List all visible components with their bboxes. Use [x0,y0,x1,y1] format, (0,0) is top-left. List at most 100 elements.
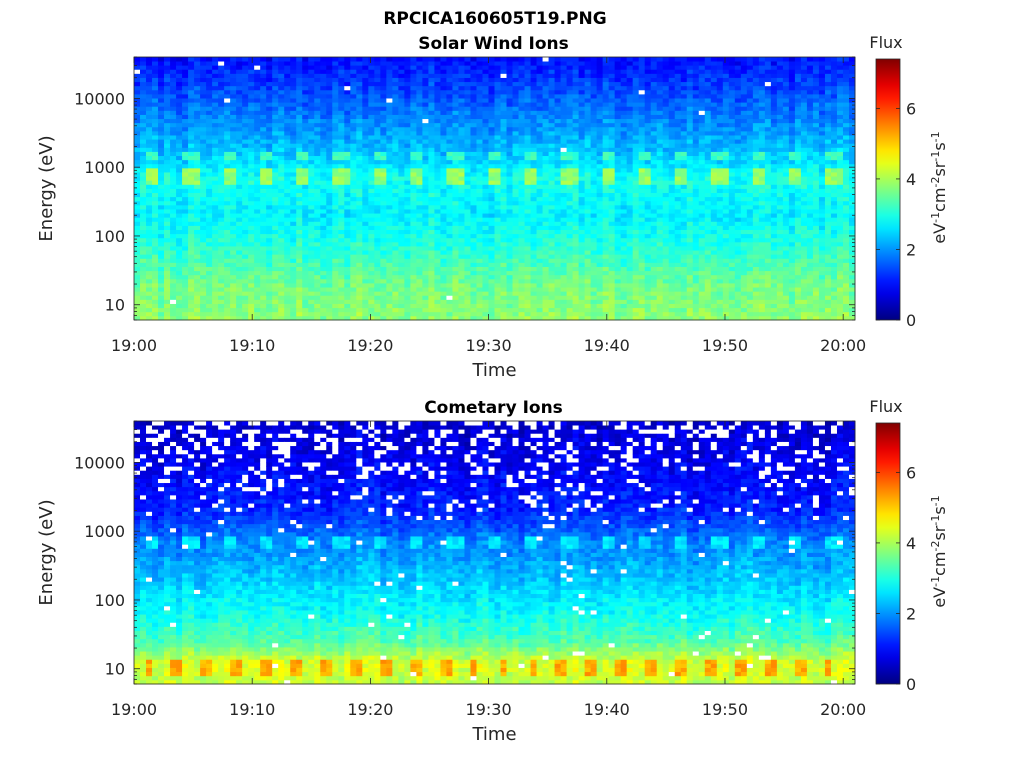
heatmap-cell [380,139,387,144]
heatmap-cell [548,241,555,247]
heatmap-cell [134,262,141,267]
heatmap-cell [284,130,291,136]
heatmap-cell [224,98,231,103]
heatmap-cell [188,237,195,243]
heatmap-cell [548,110,555,115]
heatmap-cell [470,266,477,272]
heatmap-cell [542,155,549,161]
heatmap-cell [332,73,339,78]
heatmap-cell [464,151,471,157]
heatmap-cell [500,217,507,222]
heatmap-cell [242,61,249,66]
heatmap-cell [158,69,165,74]
heatmap-cell [512,89,519,95]
heatmap-cell [266,221,273,226]
heatmap-cell [590,315,598,321]
heatmap-cell [494,85,501,91]
heatmap-cell [380,155,387,161]
heatmap-cell [488,200,495,206]
heatmap-cell [302,291,309,296]
heatmap-cell [482,114,489,120]
heatmap-cell [164,274,171,280]
heatmap-cell [404,204,411,210]
heatmap-cell [218,291,225,296]
heatmap-cell [512,266,519,272]
heatmap-cell [362,98,369,103]
heatmap-cell [254,118,261,124]
heatmap-cell [194,77,201,83]
heatmap-cell [224,295,231,300]
heatmap-cell [410,233,417,239]
heatmap-cell [392,172,399,177]
heatmap-cell [512,287,519,292]
heatmap-cell [404,135,411,140]
heatmap-cell [332,139,339,144]
heatmap-cell [152,102,159,107]
heatmap-cell [170,246,177,251]
heatmap-cell [206,151,213,157]
heatmap-cell [176,213,183,218]
heatmap-cell [590,57,598,62]
heatmap-cell [176,283,183,288]
heatmap-cell [518,98,525,103]
heatmap-cell [410,213,417,218]
heatmap-cell [368,299,375,304]
heatmap-cell [452,85,459,91]
heatmap-cell [554,254,561,259]
heatmap-cell [242,172,249,177]
heatmap-cell [332,176,339,181]
heatmap-cell [434,73,441,78]
heatmap-cell [584,69,592,74]
heatmap-cell [560,180,567,185]
heatmap-cell [302,213,309,218]
heatmap-cell [380,262,387,267]
heatmap-cell [596,266,604,272]
heatmap-cell [524,287,531,292]
heatmap-cell [470,192,477,198]
heatmap-cell [428,262,435,267]
heatmap-cell [182,155,189,161]
heatmap-cell [512,106,519,111]
heatmap-cell [356,221,363,226]
heatmap-cell [242,291,249,296]
heatmap-cell [284,93,291,99]
heatmap-cell [554,192,561,198]
heatmap-cell [140,196,147,202]
heatmap-cell [596,229,604,235]
heatmap-cell [548,147,555,152]
heatmap-cell [386,196,393,202]
heatmap-cell [266,176,273,181]
heatmap-cell [290,77,297,83]
heatmap-cell [278,315,285,321]
heatmap-cell [374,291,381,296]
heatmap-cell [338,303,345,309]
heatmap-cell [398,299,405,304]
heatmap-cell [284,147,291,152]
heatmap-cell [140,85,147,91]
heatmap-cell [596,221,604,226]
heatmap-cell [362,250,369,255]
heatmap-cell [476,295,483,300]
heatmap-cell [446,315,453,321]
heatmap-cell [308,229,315,235]
heatmap-cell [206,291,213,296]
heatmap-cell [440,221,447,226]
heatmap-cell [284,258,291,263]
heatmap-cell [410,315,417,321]
heatmap-cell [494,283,501,288]
heatmap-cell [500,106,507,111]
heatmap-cell [488,163,495,169]
heatmap-cell [140,237,147,243]
heatmap-cell [362,237,369,243]
heatmap-cell [212,163,219,169]
heatmap-cell [338,98,345,103]
heatmap-cell [434,274,441,280]
heatmap-cell [332,143,339,148]
heatmap-cell [308,114,315,120]
heatmap-cell [344,188,351,194]
heatmap-cell [590,303,598,309]
heatmap-cell [158,233,165,239]
heatmap-cell [572,65,580,70]
heatmap-cells [134,57,856,321]
heatmap-cell [392,98,399,103]
